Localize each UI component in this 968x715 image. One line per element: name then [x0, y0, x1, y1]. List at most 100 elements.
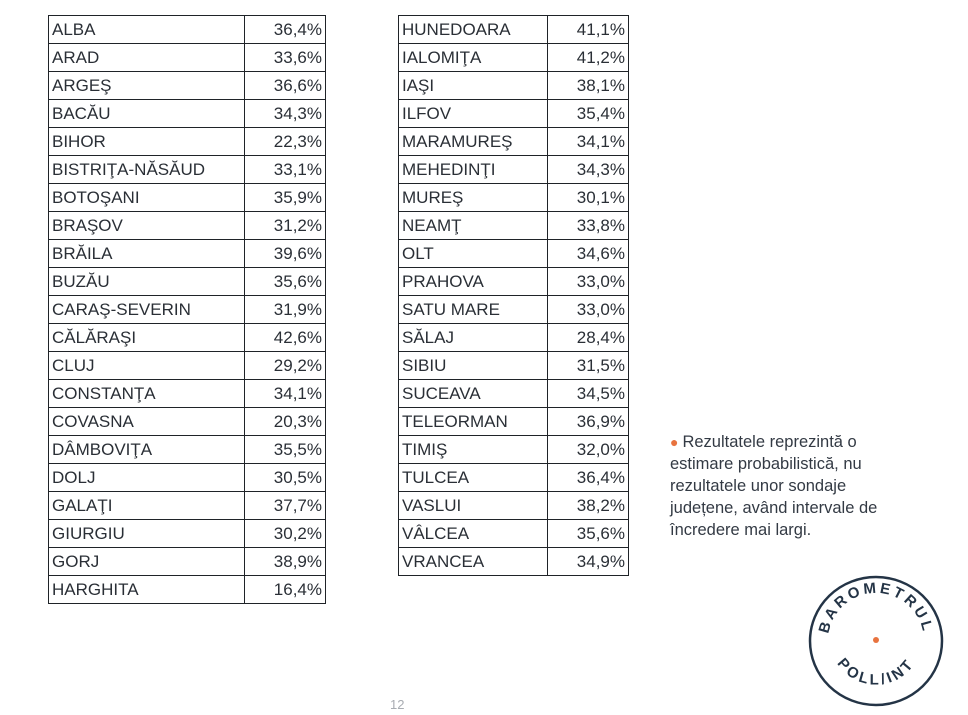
county-value: 30,5% [244, 463, 326, 492]
logo-dot-icon [873, 637, 879, 643]
county-value: 34,3% [244, 99, 326, 128]
county-name: BRAŞOV [48, 211, 245, 240]
county-name: ARGEŞ [48, 71, 245, 100]
table-row: PRAHOVA 33,0% [398, 267, 629, 296]
county-value: 35,5% [244, 435, 326, 464]
table-row: DÂMBOVIŢA 35,5% [48, 435, 326, 464]
county-name: BRĂILA [48, 239, 245, 268]
table-row: CĂLĂRAŞI 42,6% [48, 323, 326, 352]
county-name: HUNEDOARA [398, 15, 548, 44]
county-value: 36,6% [244, 71, 326, 100]
county-name: TELEORMAN [398, 407, 548, 436]
county-name: ARAD [48, 43, 245, 72]
table-row: HUNEDOARA 41,1% [398, 15, 629, 44]
county-name: NEAMŢ [398, 211, 548, 240]
county-name: DÂMBOVIŢA [48, 435, 245, 464]
county-value: 34,1% [547, 127, 629, 156]
county-name: BACĂU [48, 99, 245, 128]
county-name: COVASNA [48, 407, 245, 436]
county-name: CONSTANŢA [48, 379, 245, 408]
table-row: ALBA 36,4% [48, 15, 326, 44]
county-value: 42,6% [244, 323, 326, 352]
svg-text:BAROMETRUL: BAROMETRUL [816, 580, 937, 636]
county-name: ILFOV [398, 99, 548, 128]
table-row: TELEORMAN 36,9% [398, 407, 629, 436]
county-name: VASLUI [398, 491, 548, 520]
county-value: 31,5% [547, 351, 629, 380]
county-value: 35,9% [244, 183, 326, 212]
county-name: ALBA [48, 15, 245, 44]
table-row: COVASNA 20,3% [48, 407, 326, 436]
table-row: ILFOV 35,4% [398, 99, 629, 128]
table-row: GALAŢI 37,7% [48, 491, 326, 520]
note-text: Rezultatele reprezintă o estimare probab… [670, 433, 878, 539]
table-row: TULCEA 36,4% [398, 463, 629, 492]
county-name: TULCEA [398, 463, 548, 492]
table-row: BUZĂU 35,6% [48, 267, 326, 296]
county-value: 36,9% [547, 407, 629, 436]
county-name: CLUJ [48, 351, 245, 380]
bullet-icon: ● [670, 434, 679, 450]
county-value: 20,3% [244, 407, 326, 436]
county-value: 16,4% [244, 575, 326, 604]
county-value: 31,2% [244, 211, 326, 240]
county-value: 35,4% [547, 99, 629, 128]
table-row: CARAŞ-SEVERIN 31,9% [48, 295, 326, 324]
table-row: BRAŞOV 31,2% [48, 211, 326, 240]
table-row: HARGHITA 16,4% [48, 575, 326, 604]
table-row: BISTRIŢA-NĂSĂUD 33,1% [48, 155, 326, 184]
county-value: 33,0% [547, 267, 629, 296]
county-value: 28,4% [547, 323, 629, 352]
table-row: BRĂILA 39,6% [48, 239, 326, 268]
table-row: SIBIU 31,5% [398, 351, 629, 380]
svg-text:POLL/INT: POLL/INT [834, 655, 919, 689]
table-row: DOLJ 30,5% [48, 463, 326, 492]
county-name: SUCEAVA [398, 379, 548, 408]
county-name: IAŞI [398, 71, 548, 100]
table-row: NEAMŢ 33,8% [398, 211, 629, 240]
county-value: 30,1% [547, 183, 629, 212]
county-name: IALOMIŢA [398, 43, 548, 72]
county-name: VRANCEA [398, 547, 548, 576]
table-row: OLT 34,6% [398, 239, 629, 268]
county-name: MARAMUREŞ [398, 127, 548, 156]
county-value: 34,6% [547, 239, 629, 268]
county-value: 36,4% [244, 15, 326, 44]
table-row: ARGEŞ 36,6% [48, 71, 326, 100]
table-row: VRANCEA 34,9% [398, 547, 629, 576]
table-row: VÂLCEA 35,6% [398, 519, 629, 548]
county-name: HARGHITA [48, 575, 245, 604]
county-value: 32,0% [547, 435, 629, 464]
table-row: CLUJ 29,2% [48, 351, 326, 380]
county-name: BISTRIŢA-NĂSĂUD [48, 155, 245, 184]
logo-top-text: BAROMETRUL [816, 580, 934, 636]
table-row: SĂLAJ 28,4% [398, 323, 629, 352]
county-value: 30,2% [244, 519, 326, 548]
county-name: TIMIŞ [398, 435, 548, 464]
county-value: 35,6% [244, 267, 326, 296]
county-value: 34,9% [547, 547, 629, 576]
county-value: 34,5% [547, 379, 629, 408]
county-name: MEHEDINŢI [398, 155, 548, 184]
county-name: SIBIU [398, 351, 548, 380]
county-value: 34,3% [547, 155, 629, 184]
county-value: 35,6% [547, 519, 629, 548]
barometrul-pollint-logo: BAROMETRUL POLL/INT [808, 575, 944, 707]
county-name: GALAŢI [48, 491, 245, 520]
methodology-note: ● Rezultatele reprezintă o estimare proba… [670, 431, 910, 541]
county-name: OLT [398, 239, 548, 268]
county-name: BOTOŞANI [48, 183, 245, 212]
county-value: 41,2% [547, 43, 629, 72]
county-value: 41,1% [547, 15, 629, 44]
table-row: BOTOŞANI 35,9% [48, 183, 326, 212]
table-row: GORJ 38,9% [48, 547, 326, 576]
county-value: 34,1% [244, 379, 326, 408]
logo-bottom-text: POLL/INT [834, 655, 916, 689]
table-row: ARAD 33,6% [48, 43, 326, 72]
table-row: MARAMUREŞ 34,1% [398, 127, 629, 156]
county-value: 37,7% [244, 491, 326, 520]
county-value: 38,2% [547, 491, 629, 520]
county-value: 39,6% [244, 239, 326, 268]
county-name: DOLJ [48, 463, 245, 492]
county-table-left: ALBA 36,4% ARAD 33,6% ARGEŞ 36,6% BACĂU 34,3% BI… [48, 15, 326, 604]
